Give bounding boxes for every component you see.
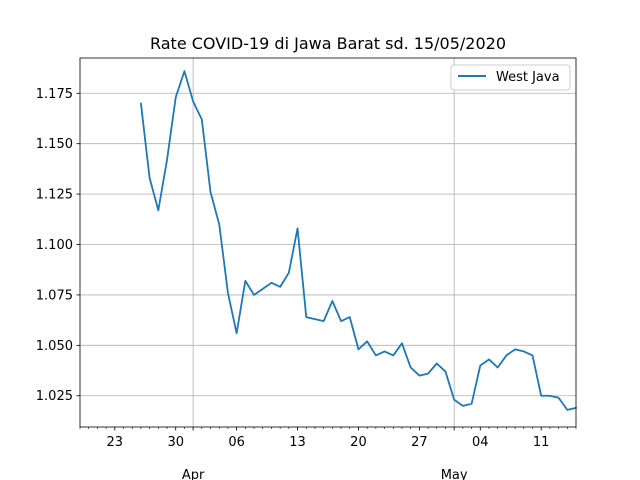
x-tick-label: 04 <box>472 435 489 450</box>
y-tick-label: 1.150 <box>36 137 73 152</box>
y-tick-label: 1.100 <box>36 238 73 253</box>
legend-label: West Java <box>496 70 560 85</box>
x-tick-label: 06 <box>228 435 245 450</box>
y-tick-label: 1.025 <box>36 389 73 404</box>
y-tick-label: 1.075 <box>36 288 73 303</box>
series-layer <box>140 70 577 411</box>
legend-box <box>450 64 571 91</box>
x-tick-label: 13 <box>289 435 306 450</box>
x-month-label: Apr <box>182 468 205 480</box>
y-tick-label: 1.050 <box>36 339 73 354</box>
x-tick-label: 23 <box>107 435 124 450</box>
y-tick-label: 1.175 <box>36 87 73 102</box>
x-axis: 23 30 06 13 20 27 04 11 Apr May <box>79 427 577 480</box>
x-month-label: May <box>441 468 468 480</box>
plot-frame <box>79 57 577 428</box>
x-tick-label: 27 <box>411 435 428 450</box>
chart-title: Rate COVID-19 di Jawa Barat sd. 15/05/20… <box>150 34 506 53</box>
y-axis: 1.025 1.050 1.075 1.100 1.125 1.150 1.175 <box>36 87 80 404</box>
series-line-west-java <box>140 70 577 411</box>
x-tick-label: 11 <box>533 435 550 450</box>
legend: West Java <box>450 64 571 91</box>
x-tick-label: 30 <box>167 435 184 450</box>
grid-lines <box>80 58 576 427</box>
x-tick-label: 20 <box>350 435 367 450</box>
y-tick-label: 1.125 <box>36 188 73 203</box>
